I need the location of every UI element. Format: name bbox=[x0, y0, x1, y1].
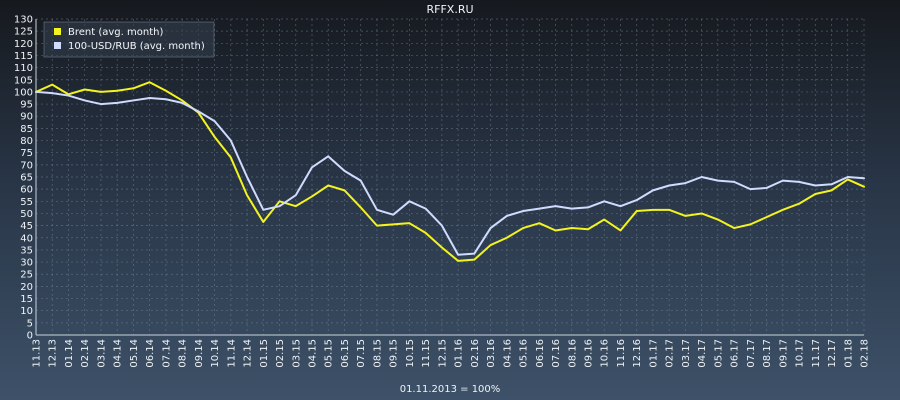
y-tick-label: 80 bbox=[20, 136, 33, 147]
x-tick-label: 04.16 bbox=[502, 339, 513, 368]
x-tick-label: 03.16 bbox=[486, 339, 497, 368]
x-tick-label: 09.15 bbox=[389, 339, 400, 368]
x-tick-label: 09.17 bbox=[778, 339, 789, 368]
x-tick-label: 12.14 bbox=[243, 339, 254, 368]
y-tick-label: 75 bbox=[20, 148, 33, 159]
y-tick-label: 5 bbox=[27, 318, 33, 329]
y-tick-label: 65 bbox=[20, 173, 33, 184]
x-tick-label: 11.15 bbox=[421, 339, 432, 368]
x-tick-label: 06.15 bbox=[340, 339, 351, 368]
x-tick-label: 07.15 bbox=[356, 339, 367, 368]
y-tick-label: 30 bbox=[20, 258, 33, 269]
x-tick-label: 05.14 bbox=[129, 339, 140, 368]
axes bbox=[35, 19, 864, 336]
x-tick-label: 02.17 bbox=[665, 339, 676, 368]
y-tick-label: 110 bbox=[14, 63, 33, 74]
x-tick-label: 10.14 bbox=[210, 339, 221, 368]
series-line-brent bbox=[35, 81, 865, 262]
chart-title: RFFX.RU bbox=[426, 3, 473, 16]
y-tick-label: 95 bbox=[20, 100, 33, 111]
x-tick-label: 02.16 bbox=[470, 339, 481, 368]
y-tick-label: 105 bbox=[14, 75, 33, 86]
x-tick-label: 12.13 bbox=[48, 339, 59, 368]
y-tick-label: 35 bbox=[20, 245, 33, 256]
x-tick-label: 12.17 bbox=[827, 339, 838, 368]
y-tick-label: 25 bbox=[20, 270, 33, 281]
x-axis-ticks: 11.13 12.13 01.14 02.14 03.14 04.14 05.14 06.14… bbox=[32, 339, 871, 368]
x-tick-label: 05.17 bbox=[713, 339, 724, 368]
x-tick-label: 12.15 bbox=[437, 339, 448, 368]
y-tick-label: 70 bbox=[20, 160, 33, 171]
x-tick-label: 04.14 bbox=[113, 339, 124, 368]
legend-swatch-usdrub bbox=[54, 42, 61, 49]
x-tick-label: 01.18 bbox=[843, 339, 854, 368]
x-tick-label: 11.16 bbox=[616, 339, 627, 368]
x-tick-label: 02.15 bbox=[275, 339, 286, 368]
x-tick-label: 05.15 bbox=[324, 339, 335, 368]
y-tick-label: 125 bbox=[14, 27, 33, 38]
x-tick-label: 11.14 bbox=[226, 339, 237, 368]
y-tick-label: 10 bbox=[20, 306, 33, 317]
x-tick-label: 11.13 bbox=[32, 339, 43, 368]
x-tick-label: 01.15 bbox=[259, 339, 270, 368]
x-tick-label: 08.15 bbox=[372, 339, 383, 368]
x-tick-label: 07.14 bbox=[161, 339, 172, 368]
x-tick-label: 10.16 bbox=[600, 339, 611, 368]
y-tick-label: 115 bbox=[14, 51, 33, 62]
x-tick-label: 03.15 bbox=[291, 339, 302, 368]
y-tick-label: 100 bbox=[14, 87, 33, 98]
y-tick-label: 55 bbox=[20, 197, 33, 208]
x-tick-label: 03.17 bbox=[681, 339, 692, 368]
y-tick-label: 20 bbox=[20, 282, 33, 293]
x-tick-label: 08.16 bbox=[567, 339, 578, 368]
series-line-usdrub bbox=[35, 90, 865, 256]
x-tick-label: 04.17 bbox=[697, 339, 708, 368]
x-tick-label: 05.16 bbox=[519, 339, 530, 368]
y-tick-label: 85 bbox=[20, 124, 33, 135]
legend-swatch-brent bbox=[54, 28, 61, 35]
y-tick-label: 40 bbox=[20, 233, 33, 244]
chart-footer-note: 01.11.2013 = 100% bbox=[400, 384, 501, 395]
x-tick-label: 10.17 bbox=[795, 339, 806, 368]
x-tick-label: 10.15 bbox=[405, 339, 416, 368]
x-tick-label: 02.14 bbox=[80, 339, 91, 368]
x-tick-label: 06.14 bbox=[145, 339, 156, 368]
x-tick-label: 03.14 bbox=[96, 339, 107, 368]
x-tick-label: 11.17 bbox=[811, 339, 822, 368]
x-tick-label: 04.15 bbox=[308, 339, 319, 368]
y-tick-label: 120 bbox=[14, 39, 33, 50]
legend: Brent (avg. month) 100-USD/RUB (avg. mon… bbox=[43, 21, 215, 58]
x-tick-label: 06.16 bbox=[535, 339, 546, 368]
x-tick-label: 07.17 bbox=[746, 339, 757, 368]
x-tick-label: 08.14 bbox=[178, 339, 189, 368]
legend-box bbox=[43, 21, 215, 58]
y-tick-label: 45 bbox=[20, 221, 33, 232]
legend-label-usdrub: 100-USD/RUB (avg. month) bbox=[68, 41, 205, 52]
x-tick-label: 01.14 bbox=[64, 339, 75, 368]
x-tick-label: 06.17 bbox=[730, 339, 741, 368]
x-tick-label: 07.16 bbox=[551, 339, 562, 368]
x-tick-label: 08.17 bbox=[762, 339, 773, 368]
y-tick-label: 130 bbox=[14, 15, 33, 26]
x-tick-label: 09.16 bbox=[584, 339, 595, 368]
x-tick-label: 02.18 bbox=[860, 339, 871, 368]
grid bbox=[35, 18, 865, 336]
series bbox=[35, 81, 865, 262]
legend-label-brent: Brent (avg. month) bbox=[68, 27, 163, 38]
y-tick-label: 50 bbox=[20, 209, 33, 220]
x-tick-label: 09.14 bbox=[194, 339, 205, 368]
y-tick-label: 60 bbox=[20, 185, 33, 196]
y-tick-label: 90 bbox=[20, 112, 33, 123]
y-tick-label: 15 bbox=[20, 294, 33, 305]
x-tick-label: 12.16 bbox=[632, 339, 643, 368]
x-tick-label: 01.17 bbox=[648, 339, 659, 368]
y-tick-label: 0 bbox=[27, 331, 33, 342]
x-tick-label: 01.16 bbox=[454, 339, 465, 368]
